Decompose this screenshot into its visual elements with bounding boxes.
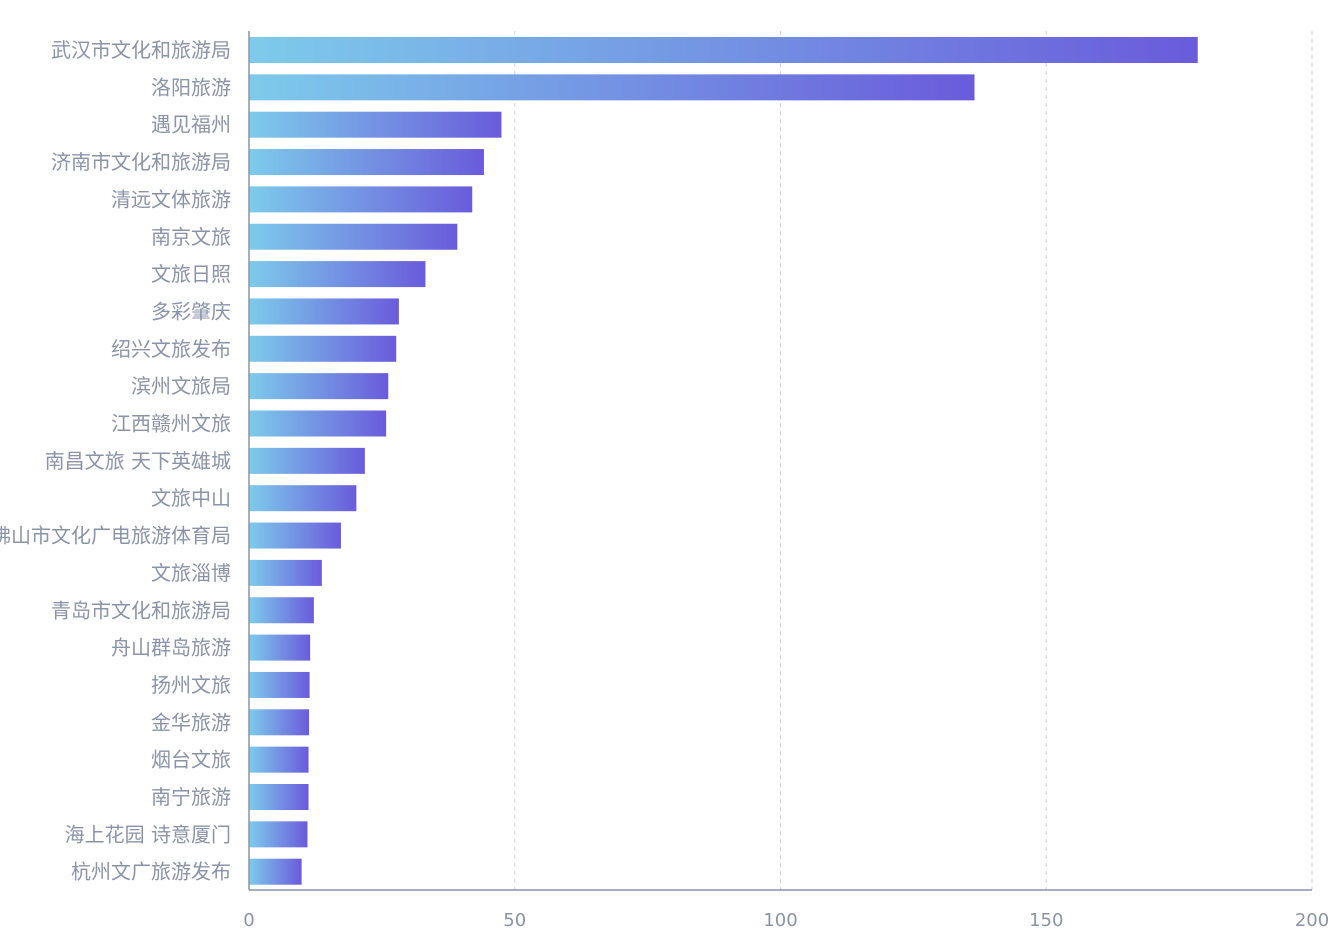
bar	[249, 746, 309, 773]
x-tick-label: 0	[243, 910, 254, 931]
bar	[249, 634, 311, 661]
category-label: 文旅日照	[151, 262, 231, 286]
category-label: 舟山群岛旅游	[111, 636, 231, 660]
bar	[249, 261, 426, 288]
category-label: 绍兴文旅发布	[111, 337, 231, 361]
category-label: 青岛市文化和旅游局	[51, 598, 231, 622]
category-label: 洛阳旅游	[151, 75, 231, 99]
bar	[249, 559, 322, 586]
x-tick-label: 100	[763, 910, 797, 931]
category-label: 济南市文化和旅游局	[51, 150, 231, 174]
bar	[249, 37, 1198, 63]
category-label: 武汉市文化和旅游局	[51, 38, 231, 62]
category-labels: 武汉市文化和旅游局洛阳旅游遇见福州济南市文化和旅游局清远文体旅游南京文旅文旅日照…	[0, 38, 231, 884]
bar	[249, 335, 397, 362]
bar	[249, 597, 314, 624]
category-label: 文旅中山	[151, 486, 231, 510]
category-label: 金华旅游	[151, 710, 231, 734]
x-tick-label: 150	[1029, 910, 1063, 931]
bar	[249, 223, 458, 250]
category-label: 杭州文广旅游发布	[71, 860, 231, 884]
category-label: 扬州文旅	[151, 673, 231, 697]
grid	[514, 31, 1313, 890]
bar	[249, 858, 302, 885]
bar	[249, 784, 309, 810]
x-tick-label: 50	[503, 910, 526, 931]
bar	[249, 373, 389, 400]
category-label: 烟台文旅	[151, 748, 231, 772]
x-tick-label: 200	[1295, 910, 1329, 931]
bar	[249, 74, 975, 101]
category-label: 遇见福州	[151, 113, 231, 137]
bar	[249, 410, 387, 437]
bar	[249, 149, 484, 176]
category-label: 南昌文旅 天下英雄城	[45, 449, 231, 473]
category-label: 南京文旅	[151, 225, 231, 249]
category-label: 江西赣州文旅	[111, 412, 231, 436]
category-label: 佛山市文化广电旅游体育局	[0, 524, 231, 548]
bar	[249, 298, 399, 325]
bar	[249, 111, 502, 138]
category-label: 滨州文旅局	[131, 374, 231, 398]
bar	[249, 821, 308, 848]
bar	[249, 485, 357, 512]
category-label: 南宁旅游	[151, 785, 231, 809]
category-label: 海上花园 诗意厦门	[65, 822, 231, 846]
category-label: 多彩肇庆	[151, 299, 231, 323]
x-axis-ticks: 0 50 100 150 200	[243, 910, 1329, 931]
category-label: 清远文体旅游	[111, 187, 231, 211]
bar	[249, 671, 310, 698]
bar	[249, 186, 473, 213]
bars	[249, 37, 1198, 885]
bar	[249, 522, 341, 549]
bar	[249, 709, 310, 736]
bar	[249, 447, 365, 474]
category-label: 文旅淄博	[151, 561, 231, 585]
